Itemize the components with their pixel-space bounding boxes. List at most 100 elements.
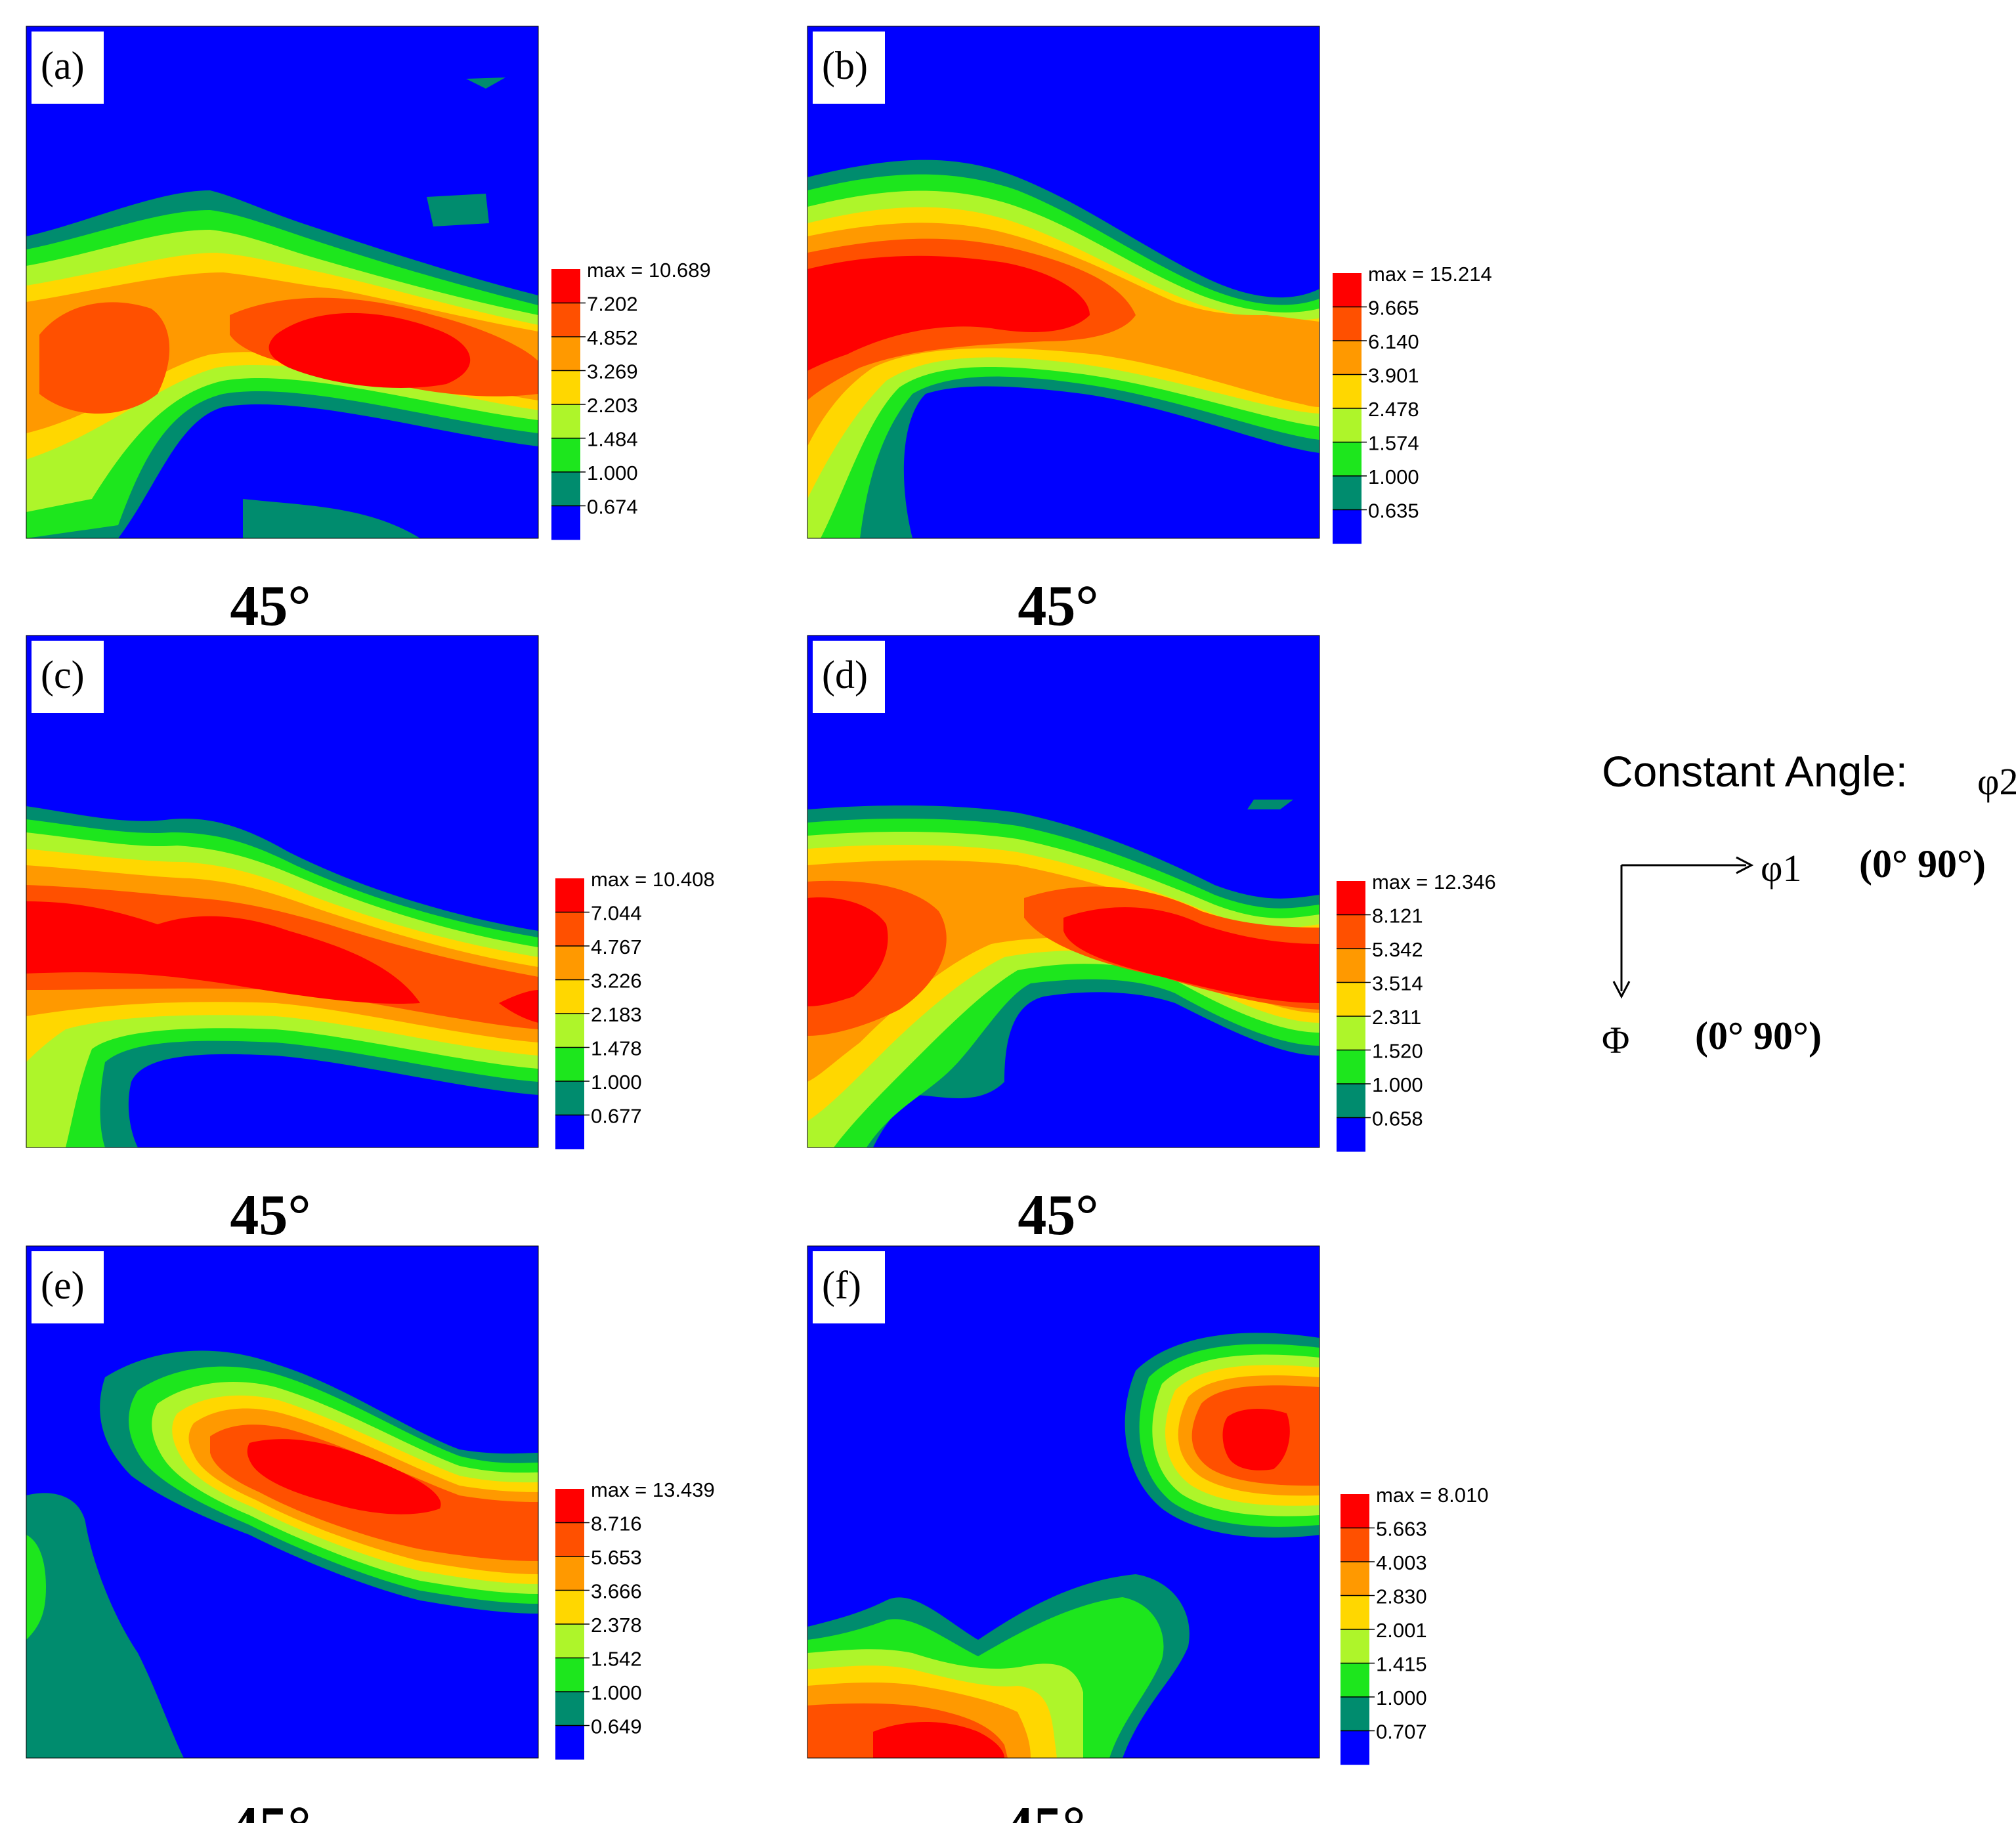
panel-label: (f) — [822, 1264, 861, 1307]
legend-swatch — [555, 1115, 584, 1149]
legend-level-label: 1.478 — [591, 1037, 642, 1060]
section-angle-label: 45° — [1018, 1184, 1098, 1247]
color-legend-a: max = 10.689 7.202 4.852 3.269 2.203 1.484 1.0… — [551, 259, 711, 540]
legend-max-label: max = 8.010 — [1376, 1484, 1488, 1507]
contour-map-e — [26, 1246, 538, 1758]
section-angle-label: 45° — [1004, 1795, 1085, 1823]
legend-max-label: max = 13.439 — [591, 1478, 715, 1501]
panel-c: (c) 45° max = 10.408 7.044 4.767 3.226 2.183… — [26, 635, 715, 1247]
legend-swatch — [1337, 1016, 1365, 1050]
legend-swatch — [1337, 1117, 1365, 1152]
legend-level-label: 4.767 — [591, 935, 642, 958]
legend-level-label: 8.121 — [1372, 905, 1423, 928]
legend-level-label: 3.666 — [591, 1580, 642, 1603]
legend-swatch — [555, 1556, 584, 1591]
legend-level-label: 7.202 — [587, 293, 638, 316]
legend-level-label: 1.000 — [1372, 1073, 1423, 1096]
legend-swatch — [1333, 442, 1362, 477]
color-legend-e: max = 13.439 8.716 5.653 3.666 2.378 1.542 1.0… — [555, 1478, 715, 1760]
panel-label: (c) — [41, 653, 85, 697]
legend-swatch — [555, 1725, 584, 1760]
section-angle-label: 45° — [230, 574, 311, 638]
panel-label-box — [813, 641, 885, 713]
legend-level-label: 1.000 — [587, 461, 638, 484]
legend-swatch — [1333, 341, 1362, 375]
legend-level-label: 7.044 — [591, 902, 642, 925]
legend-swatch — [551, 269, 580, 303]
legend-level-label: 0.658 — [1372, 1107, 1423, 1130]
color-legend-d: max = 12.346 8.121 5.342 3.514 2.311 1.520 1.0… — [1337, 870, 1496, 1152]
legend-swatch — [555, 1081, 584, 1115]
color-legend-c: max = 10.408 7.044 4.767 3.226 2.183 1.478 1.0… — [555, 868, 715, 1149]
legend-swatch — [1333, 408, 1362, 442]
color-legend-f: max = 8.010 5.663 4.003 2.830 2.001 1.415 1.00… — [1340, 1484, 1488, 1765]
contour-map-d — [807, 635, 1319, 1147]
legend-swatch — [1340, 1663, 1369, 1698]
legend-swatch — [555, 1658, 584, 1692]
section-angle-label: 45° — [230, 1184, 311, 1247]
panel-label-box — [32, 641, 104, 713]
legend-level-label: 0.707 — [1376, 1721, 1427, 1744]
legend-swatch — [1340, 1494, 1369, 1528]
legend-swatch — [1333, 273, 1362, 307]
legend-level-label: 2.478 — [1368, 398, 1419, 421]
constant-angle-symbol: φ2 — [1977, 760, 2016, 803]
panel-b: (b) 45° max = 15.214 9.665 6.140 3.901 2.478… — [807, 26, 1492, 638]
orientation-key: Constant Angle: φ2 φ1 (0° 90°) Φ (0° 90°… — [1602, 747, 2016, 1062]
legend-level-label: 5.342 — [1372, 938, 1423, 961]
legend-swatch — [1333, 476, 1362, 510]
contour-map-b — [807, 26, 1319, 538]
legend-level-label: 1.000 — [1368, 465, 1419, 488]
contour-map-c — [26, 635, 538, 1147]
panel-label: (e) — [41, 1264, 85, 1307]
legend-level-label: 0.635 — [1368, 500, 1419, 523]
legend-swatch — [1337, 914, 1365, 949]
legend-swatch — [555, 946, 584, 980]
legend-level-label: 2.378 — [591, 1614, 642, 1637]
legend-max-label: max = 10.408 — [591, 868, 715, 891]
panel-label-box — [32, 1251, 104, 1323]
legend-swatch — [1340, 1697, 1369, 1731]
legend-swatch — [551, 404, 580, 439]
legend-level-label: 6.140 — [1368, 330, 1419, 353]
legend-level-label: 2.001 — [1376, 1619, 1427, 1642]
vertical-arrow-head — [1612, 981, 1631, 999]
legend-swatch — [1337, 1084, 1365, 1118]
horizontal-arrow-head — [1736, 856, 1754, 874]
panel-label-box — [813, 1251, 885, 1323]
legend-swatch — [1337, 881, 1365, 915]
panel-f: (f) 45° max = 8.010 5.663 4.003 2.830 2.001 1… — [807, 1245, 1488, 1823]
legend-swatch — [551, 303, 580, 337]
legend-level-label: 4.852 — [587, 326, 638, 349]
legend-swatch — [1340, 1629, 1369, 1663]
legend-swatch — [555, 1624, 584, 1658]
legend-swatch — [551, 505, 580, 540]
panel-label: (b) — [822, 44, 868, 87]
legend-level-label: 8.716 — [591, 1512, 642, 1535]
legend-swatch — [551, 337, 580, 371]
legend-swatch — [1333, 307, 1362, 341]
legend-level-label: 3.226 — [591, 970, 642, 993]
legend-swatch — [555, 979, 584, 1014]
panel-a: (a) 45° max = 10.689 7.202 4.852 3.269 2.203… — [26, 26, 711, 638]
vertical-axis-range: (0° 90°) — [1695, 1014, 1822, 1058]
section-angle-label: 45° — [230, 1795, 311, 1823]
legend-swatch — [551, 370, 580, 405]
legend-level-label: 0.649 — [591, 1715, 642, 1738]
legend-max-label: max = 15.214 — [1368, 263, 1492, 286]
legend-swatch — [1340, 1595, 1369, 1630]
legend-level-label: 2.830 — [1376, 1585, 1427, 1608]
horizontal-axis-range: (0° 90°) — [1859, 842, 1986, 886]
legend-level-label: 1.000 — [591, 1681, 642, 1704]
legend-level-label: 9.665 — [1368, 297, 1419, 320]
legend-level-label: 2.311 — [1372, 1006, 1421, 1029]
legend-swatch — [1337, 982, 1365, 1017]
panel-e: (e) 45° max = 13.439 8.716 5.653 3.666 2.378… — [26, 1245, 715, 1823]
panel-label-box — [32, 32, 104, 104]
legend-level-label: 3.514 — [1372, 972, 1423, 995]
legend-swatch — [1340, 1562, 1369, 1596]
legend-swatch — [1333, 374, 1362, 409]
legend-max-label: max = 10.689 — [587, 259, 711, 282]
legend-level-label: 1.000 — [1376, 1686, 1427, 1709]
